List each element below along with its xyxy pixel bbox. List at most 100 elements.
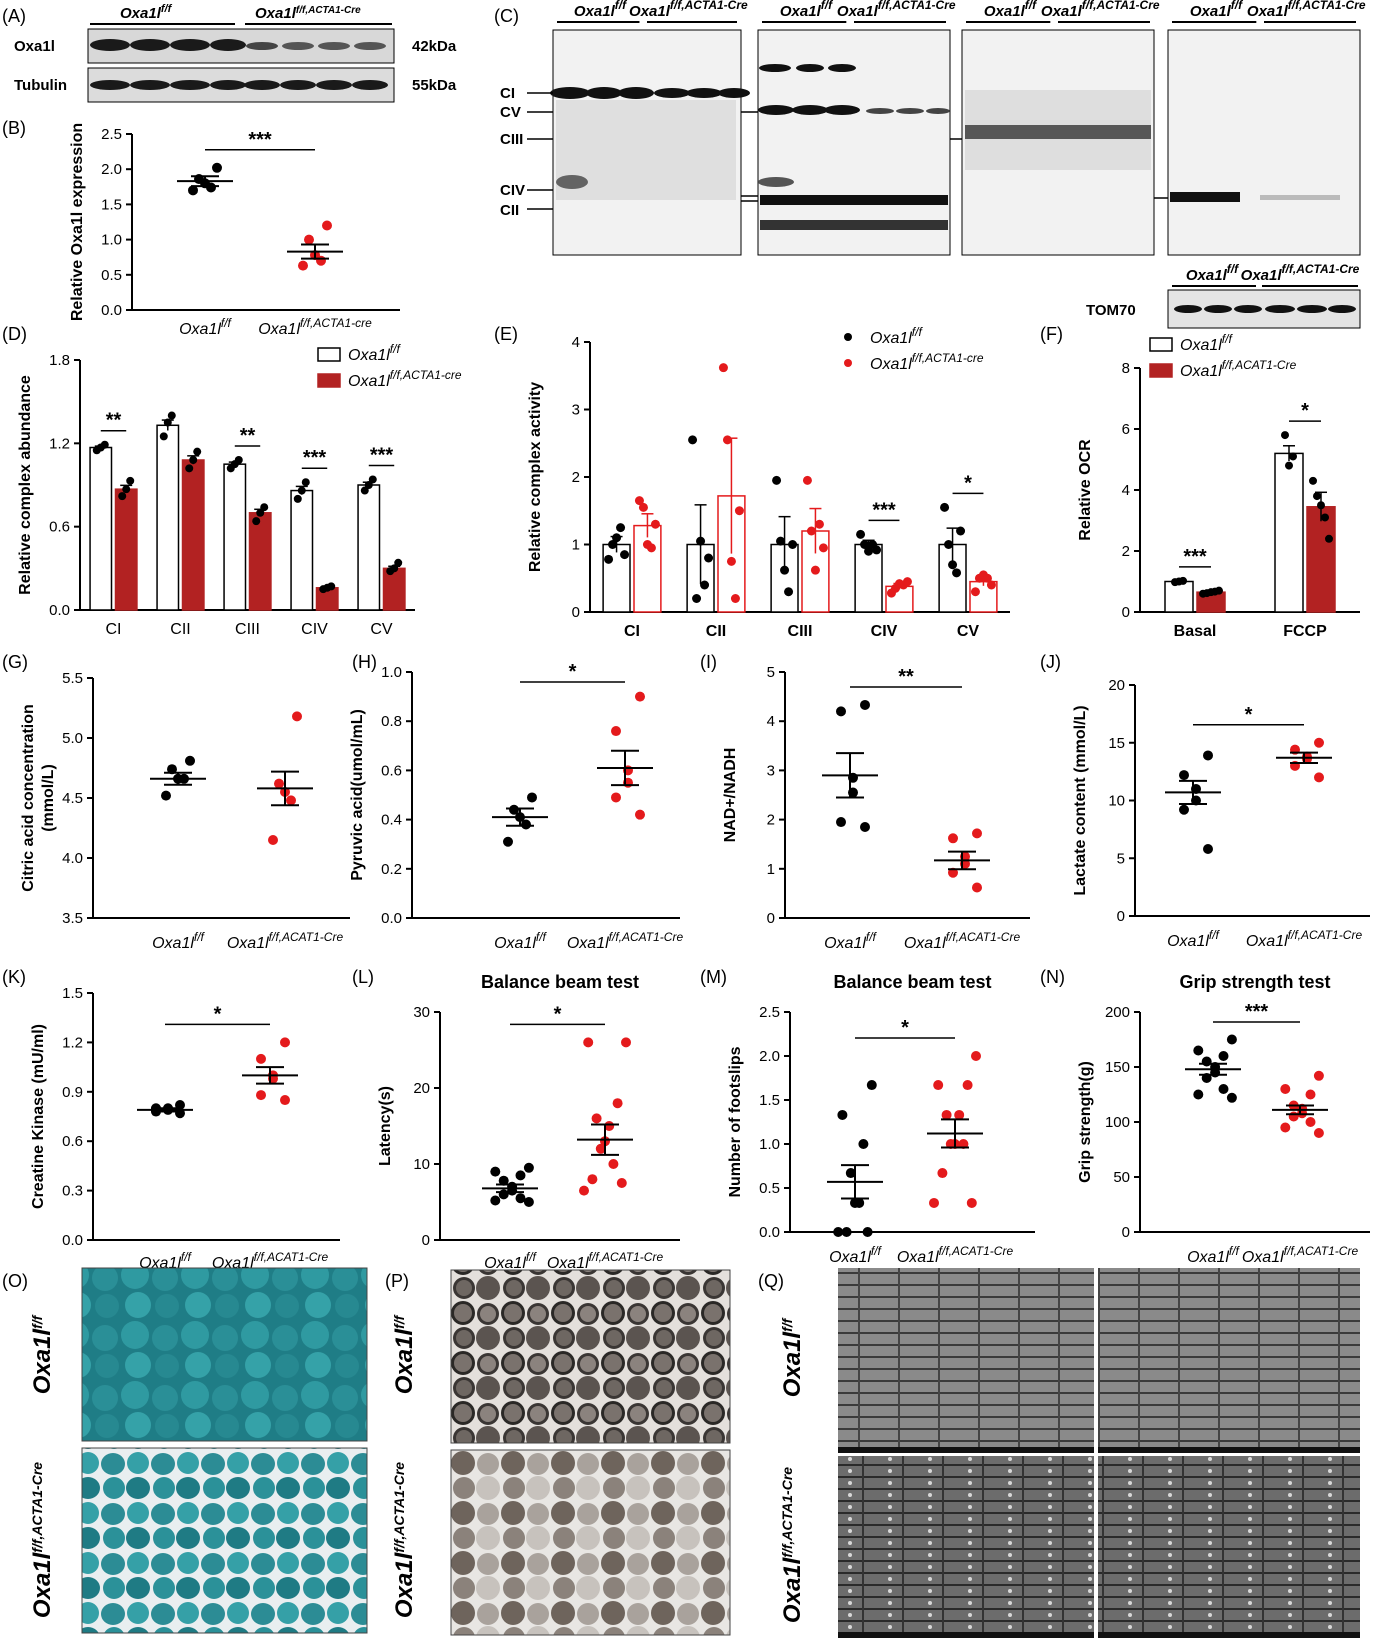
chart-title: Balance beam test [481,972,639,992]
data-point [394,558,403,567]
y-tick-label: 1.0 [759,1136,780,1153]
y-tick-label: 3 [572,402,580,419]
svg-text:Oxa1lf/f,ACTA1-Cre: Oxa1lf/f,ACTA1-Cre [255,5,361,23]
y-tick-label: 0.0 [101,302,122,319]
data-point [527,792,537,803]
data-point [256,1090,266,1101]
blot-c-header-ko: Oxa1lf/f,ACTA1-Cre [837,0,956,20]
x-category-label: CIV [871,623,898,640]
y-axis-label: Relative OCR [1077,439,1094,541]
tom70-header-ko: Oxa1lf/f,ACTA1-Cre [1241,262,1360,284]
y-tick-label: 0.9 [62,1084,83,1101]
y-tick-label: 1.2 [62,1034,83,1051]
y-tick-label: 0 [422,1232,430,1249]
significance-stars: *** [248,129,272,151]
data-point [902,577,912,587]
data-point [1313,1070,1324,1081]
y-tick-label: 0.0 [49,602,70,619]
x-category-label: FCCP [1283,623,1327,640]
y-tick-label: 0.3 [62,1183,83,1200]
data-point [635,691,645,702]
y-axis-label: Relative complex abundance [17,375,34,595]
data-point [802,475,812,485]
data-point [100,440,109,449]
row-genotype-label: Oxa1lf/f,ACTA1-Cre [29,1462,56,1618]
data-point [806,526,816,536]
y-tick-label: 8 [1122,360,1130,377]
legend-swatch [844,333,852,341]
data-point [860,540,870,549]
data-point [583,1037,594,1048]
data-point [1179,804,1189,815]
y-tick-label: 0.4 [381,812,402,829]
significance-stars: * [1301,400,1309,422]
data-point [1201,1056,1212,1067]
data-point [772,475,782,485]
data-point [498,1189,509,1200]
data-point [845,1168,856,1179]
data-point [301,478,310,487]
data-point [692,594,702,603]
complex-label-ciii: CIII [500,131,523,148]
data-point [591,1113,602,1124]
data-point [972,828,982,839]
y-tick-label: 4 [572,334,580,351]
data-point [836,706,846,717]
data-point [866,1080,877,1091]
data-point [1305,1089,1316,1100]
y-tick-label: 0 [1117,908,1125,925]
y-tick-label: 15 [1108,735,1125,752]
data-point [1325,534,1333,543]
y-axis-label: Citric acid concentration [20,704,37,892]
bar [1274,452,1304,613]
data-point [322,220,332,231]
data-point [784,587,794,597]
data-point [126,476,135,485]
x-category-label: Oxa1lf/f [152,930,205,952]
legend-label: Oxa1lf/f [870,325,923,347]
y-axis-label: Relative Oxa1l expression [69,123,86,321]
chart-f: 0 2 4 6 8 Relative OCR Basal *** FCCP * Oxa1lf/f Ox… [1077,332,1360,640]
data-point [818,543,828,553]
panel-letter-h: (H) [352,652,377,672]
data-point [872,545,882,555]
y-tick-label: 10 [413,1156,430,1173]
data-point [1226,1092,1237,1103]
data-point [841,1227,852,1237]
y-tick-label: 1.5 [62,985,83,1002]
data-point [268,835,278,845]
y-axis-label: Lactate content (mmol/L) [1072,705,1089,895]
bar [633,524,662,613]
data-point [159,432,168,441]
data-point [1203,844,1213,855]
data-point [810,565,820,575]
panel-letter-e: (E) [494,324,518,344]
tom70-label: TOM70 [1086,302,1136,319]
data-point [1289,452,1297,461]
data-point [612,1098,623,1109]
data-point [854,1197,865,1208]
y-tick-label: 2 [767,812,775,829]
chart-g: 3.5 4.0 4.5 5.0 5.5 Citric acid concentration… [20,670,350,952]
data-point [986,580,996,590]
chart-e: 0 1 2 3 4 Relative complex activity CI CII CIII C… [527,325,1010,640]
y-tick-label: 1.0 [381,664,402,681]
data-point [944,540,954,549]
data-point [523,1197,534,1207]
chart-b: 0.0 0.5 1.0 1.5 2.0 2.5 Relative Oxa1l express… [69,123,400,338]
data-point [1288,1111,1299,1122]
data-point [286,795,296,806]
y-tick-label: 200 [1105,1004,1130,1021]
data-point [292,711,302,722]
data-point [945,1139,956,1149]
data-point [833,1227,844,1237]
legend-label: Oxa1lf/f [348,342,401,364]
blot-c: Oxa1lf/f Oxa1lf/f,ACTA1-Cre Oxa1lf/f Oxa1lf… [500,0,1366,329]
data-point [864,546,874,556]
data-point [490,1195,501,1206]
data-point [948,833,958,844]
row-genotype-labels: Oxa1lf/f Oxa1lf/f,ACTA1-Cre Oxa1lf/f Oxa1lf… [29,1314,806,1623]
chart-n: 0 50 100 150 200 Grip strength(g) Grip strengt… [1077,972,1370,1266]
y-tick-label: 1 [572,537,580,554]
y-tick-label: 10 [1108,793,1125,810]
